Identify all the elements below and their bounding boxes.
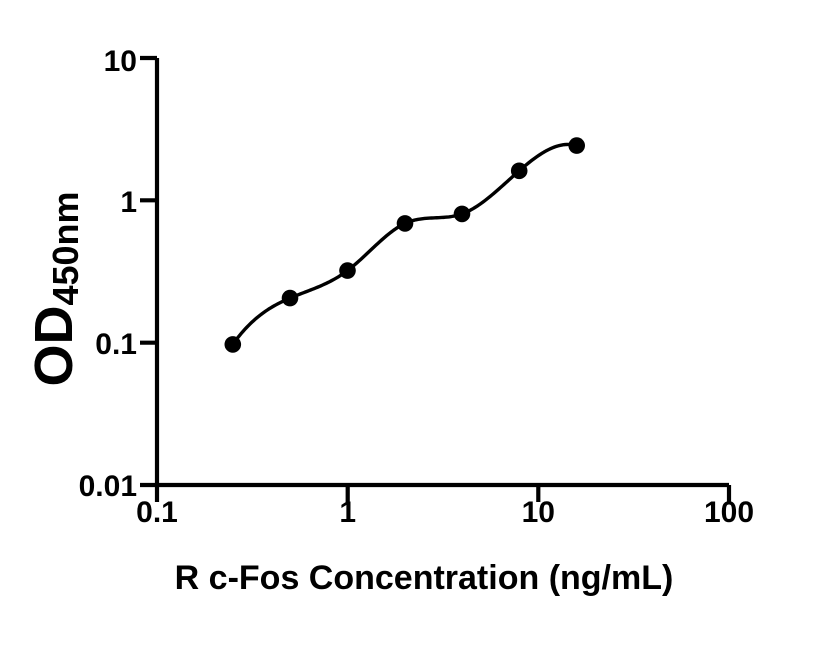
svg-text:100: 100 [704,496,754,529]
svg-text:10: 10 [522,496,555,529]
svg-text:0.1: 0.1 [136,496,178,529]
svg-text:0.1: 0.1 [95,328,137,361]
svg-text:0.01: 0.01 [79,470,137,503]
svg-text:1: 1 [120,186,137,219]
svg-text:OD450nm: OD450nm [24,191,86,386]
svg-text:1: 1 [339,496,356,529]
svg-text:10: 10 [104,45,137,78]
svg-text:R c-Fos Concentration (ng/mL): R c-Fos Concentration (ng/mL) [175,559,674,597]
